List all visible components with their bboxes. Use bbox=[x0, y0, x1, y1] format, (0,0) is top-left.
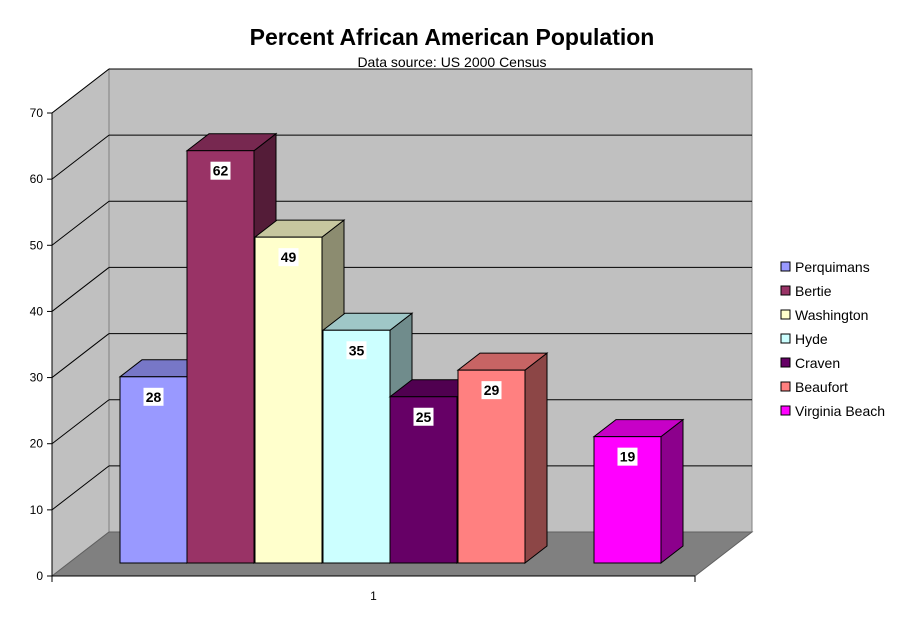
side-wall bbox=[51, 67, 110, 578]
legend-swatch bbox=[780, 285, 791, 296]
chart-title: Percent African American Population bbox=[250, 24, 655, 50]
y-tick-label: 50 bbox=[30, 238, 44, 252]
gridline-side bbox=[51, 333, 110, 378]
legend-swatch bbox=[780, 357, 791, 368]
bar-side bbox=[524, 352, 548, 565]
bar-front bbox=[119, 376, 188, 564]
data-label: 19 bbox=[620, 449, 636, 465]
gridline-side bbox=[51, 267, 110, 312]
bar-beaufort: 29 bbox=[456, 352, 549, 565]
legend-label: Virginia Beach bbox=[795, 403, 885, 419]
gridline-side bbox=[51, 465, 110, 511]
x-axis: 1 bbox=[51, 575, 696, 603]
y-tick-label: 30 bbox=[30, 371, 44, 385]
legend-item: Craven bbox=[780, 355, 840, 371]
y-tick-label: 70 bbox=[30, 106, 44, 120]
bar-front bbox=[186, 150, 255, 564]
y-tick-label: 60 bbox=[30, 172, 44, 186]
data-label: 29 bbox=[484, 382, 500, 398]
data-label-bg bbox=[210, 161, 231, 180]
y-tick-label: 0 bbox=[36, 569, 43, 583]
gridline-side bbox=[51, 134, 110, 180]
legend-item: Hyde bbox=[780, 331, 828, 347]
gridline-side bbox=[51, 200, 110, 246]
legend-swatch bbox=[780, 405, 791, 416]
legend-label: Craven bbox=[795, 355, 840, 371]
bar-side bbox=[660, 418, 684, 565]
bar-front bbox=[457, 369, 526, 564]
bar-front bbox=[254, 236, 323, 564]
data-label-bg bbox=[278, 248, 299, 267]
legend-label: Bertie bbox=[795, 283, 832, 299]
legend-item: Bertie bbox=[780, 283, 832, 299]
data-label-bg bbox=[346, 341, 367, 360]
bars: 28 62 49 35 25 29 19 bbox=[118, 132, 685, 565]
legend-swatch bbox=[780, 261, 791, 272]
data-label-bg bbox=[143, 387, 164, 406]
x-tick-label: 1 bbox=[370, 589, 377, 603]
y-tick-label: 20 bbox=[30, 437, 44, 451]
legend-label: Hyde bbox=[795, 331, 828, 347]
data-label: 35 bbox=[349, 342, 365, 358]
legend-swatch bbox=[780, 333, 791, 344]
legend-item: Beaufort bbox=[780, 379, 848, 395]
bar-front bbox=[322, 329, 391, 564]
y-tick-label: 40 bbox=[30, 304, 44, 318]
gridline-side bbox=[51, 68, 110, 114]
legend-item: Washington bbox=[780, 307, 868, 323]
legend-label: Perquimans bbox=[795, 259, 870, 275]
gridline-side bbox=[51, 399, 110, 445]
legend-label: Washington bbox=[795, 307, 868, 323]
data-label: 28 bbox=[146, 389, 162, 405]
legend-item: Perquimans bbox=[780, 259, 870, 275]
data-label-bg bbox=[617, 447, 638, 466]
data-label-bg bbox=[481, 381, 502, 400]
legend-item: Virginia Beach bbox=[780, 403, 885, 419]
data-label: 62 bbox=[213, 163, 229, 179]
y-tick-label: 10 bbox=[30, 503, 44, 517]
data-label: 49 bbox=[281, 249, 297, 265]
y-axis: 0 10 20 30 40 50 60 70 bbox=[30, 106, 53, 583]
legend-swatch bbox=[780, 309, 791, 320]
chart-subtitle: Data source: US 2000 Census bbox=[357, 54, 546, 70]
data-label: 25 bbox=[416, 409, 432, 425]
bar-virginia-beach: 19 bbox=[592, 418, 685, 565]
legend-label: Beaufort bbox=[795, 379, 848, 395]
legend: Perquimans Bertie Washington Hyde Craven Beau… bbox=[780, 259, 885, 419]
data-label-bg bbox=[413, 407, 434, 426]
legend-swatch bbox=[780, 381, 791, 392]
